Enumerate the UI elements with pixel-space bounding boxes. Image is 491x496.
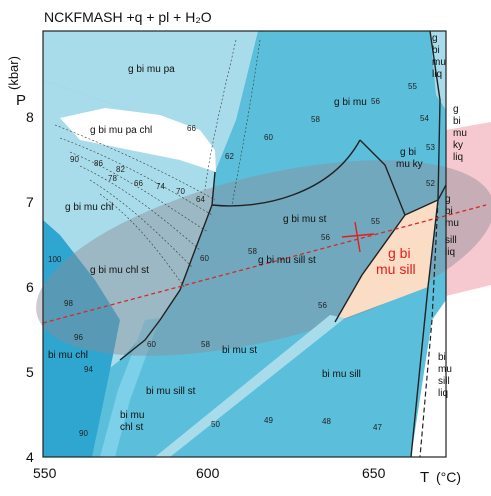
isopleth-lines: [54, 39, 261, 289]
field-label: chl st: [120, 422, 144, 433]
y-tick: 4: [26, 449, 34, 465]
y-tick: 7: [26, 194, 34, 210]
liquidus-dashed: [419, 199, 439, 458]
isopleth-label: 86: [94, 159, 103, 168]
plot-frame: [42, 30, 447, 458]
field-label: bi mu chl: [48, 350, 88, 361]
isopleth-label: 58: [201, 340, 210, 349]
field-label-highlight: mu sill: [376, 261, 416, 277]
isopleth-label: 62: [225, 152, 234, 161]
field-g-bi-mu-liq-area: [430, 31, 446, 110]
isopleth-label: 47: [373, 423, 382, 432]
phase-boundaries: [119, 30, 447, 458]
field-label: g bi mu pa chl: [90, 125, 152, 136]
field-white-lower-right: [411, 300, 446, 457]
field-label: g bi: [400, 147, 416, 158]
isopleth-label: 60: [147, 340, 156, 349]
field-label: liq: [432, 69, 442, 80]
y-tick: 5: [26, 364, 34, 380]
uncertainty-ellipse: [36, 160, 491, 356]
field-g-bi-mu-pa-chl-area: [60, 108, 216, 172]
y-tick: 8: [26, 109, 34, 125]
isopleth-label: 52: [426, 179, 435, 188]
field-label: bi: [432, 45, 440, 56]
field-label: liq: [438, 388, 448, 399]
y-axis-label: P: [16, 92, 26, 109]
isopleth-label: 66: [187, 124, 196, 133]
field-label: bi mu sill: [322, 369, 361, 380]
isopleth-label: 55: [408, 82, 417, 91]
isopleth-label: 98: [64, 299, 73, 308]
y-tick: 6: [26, 279, 34, 295]
isopleth-label: 60: [264, 133, 273, 142]
isopleth-label: 64: [196, 195, 205, 204]
isopleth-label: 66: [134, 179, 143, 188]
isopleth-label: 56: [321, 233, 330, 242]
field-strip: [155, 315, 345, 457]
y-axis-unit: (kbar): [6, 56, 21, 90]
field-label-highlight: g bi: [388, 245, 411, 261]
field-label: g bi mu chl st: [90, 265, 149, 276]
isopleth-label: 56: [371, 97, 380, 106]
field-label: g bi mu: [334, 97, 367, 108]
isopleth-label: 49: [264, 416, 273, 425]
field-label: bi: [453, 116, 461, 127]
field-label: mu: [438, 364, 452, 375]
field-label: mu ky: [396, 159, 423, 170]
pt-band-pink: [446, 122, 491, 296]
field-label: g: [432, 33, 438, 44]
isopleth-label: 58: [311, 115, 320, 124]
isopleth-label: 96: [74, 333, 83, 342]
diagram-title: NCKFMASH +q + pl + H₂O: [44, 9, 212, 25]
isopleth-label: 56: [318, 301, 327, 310]
isopleth-label: 48: [322, 417, 331, 426]
field-label: g bi mu st: [283, 214, 327, 225]
isopleth-label: 78: [108, 174, 117, 183]
field-label: bi mu sill st: [146, 386, 196, 397]
field-label: mu: [432, 57, 446, 68]
isopleth-label: 54: [420, 114, 429, 123]
isopleth-label: 74: [156, 182, 165, 191]
x-axis-label: T: [420, 469, 429, 486]
field-label: sill: [438, 376, 450, 387]
field-label: sill: [445, 235, 457, 246]
isopleth-label: 55: [371, 217, 380, 226]
field-dark-wedge: [43, 220, 120, 457]
x-tick: 650: [362, 465, 386, 481]
field-label: mu: [445, 218, 459, 229]
field-label: g bi mu pa: [128, 64, 175, 75]
isopleth-label: 60: [200, 254, 209, 263]
field-label: g: [453, 104, 459, 115]
field-stippled: [100, 318, 160, 457]
isopleth-label: 90: [79, 429, 88, 438]
isopleth-label: 70: [176, 187, 185, 196]
field-label: g bi mu sill st: [258, 255, 316, 266]
pt-estimate-cross: [341, 221, 375, 253]
field-label: mu: [453, 128, 467, 139]
field-label: liq: [445, 247, 455, 258]
isopleth-label: 90: [70, 155, 79, 164]
x-tick: 600: [196, 465, 220, 481]
isopleth-label: 82: [116, 165, 125, 174]
field-label: liq: [453, 152, 463, 163]
field-label: g: [445, 194, 451, 205]
isopleth-label: 94: [84, 365, 93, 374]
isopleth-label: 100: [48, 255, 62, 264]
field-g-bi-mu-sill-area: [335, 200, 438, 322]
field-label: ky: [453, 140, 463, 151]
x-axis-unit: (°C): [436, 469, 461, 485]
field-label: bi: [438, 352, 446, 363]
isopleth-label: 50: [211, 420, 220, 429]
field-label: g bi mu chl: [65, 202, 113, 213]
field-label: bi mu: [120, 410, 144, 421]
isopleth-label: 58: [248, 247, 257, 256]
x-tick: 550: [33, 465, 57, 481]
field-label: bi: [445, 206, 453, 217]
field-label: bi mu st: [222, 345, 257, 356]
isopleth-label: 53: [426, 143, 435, 152]
